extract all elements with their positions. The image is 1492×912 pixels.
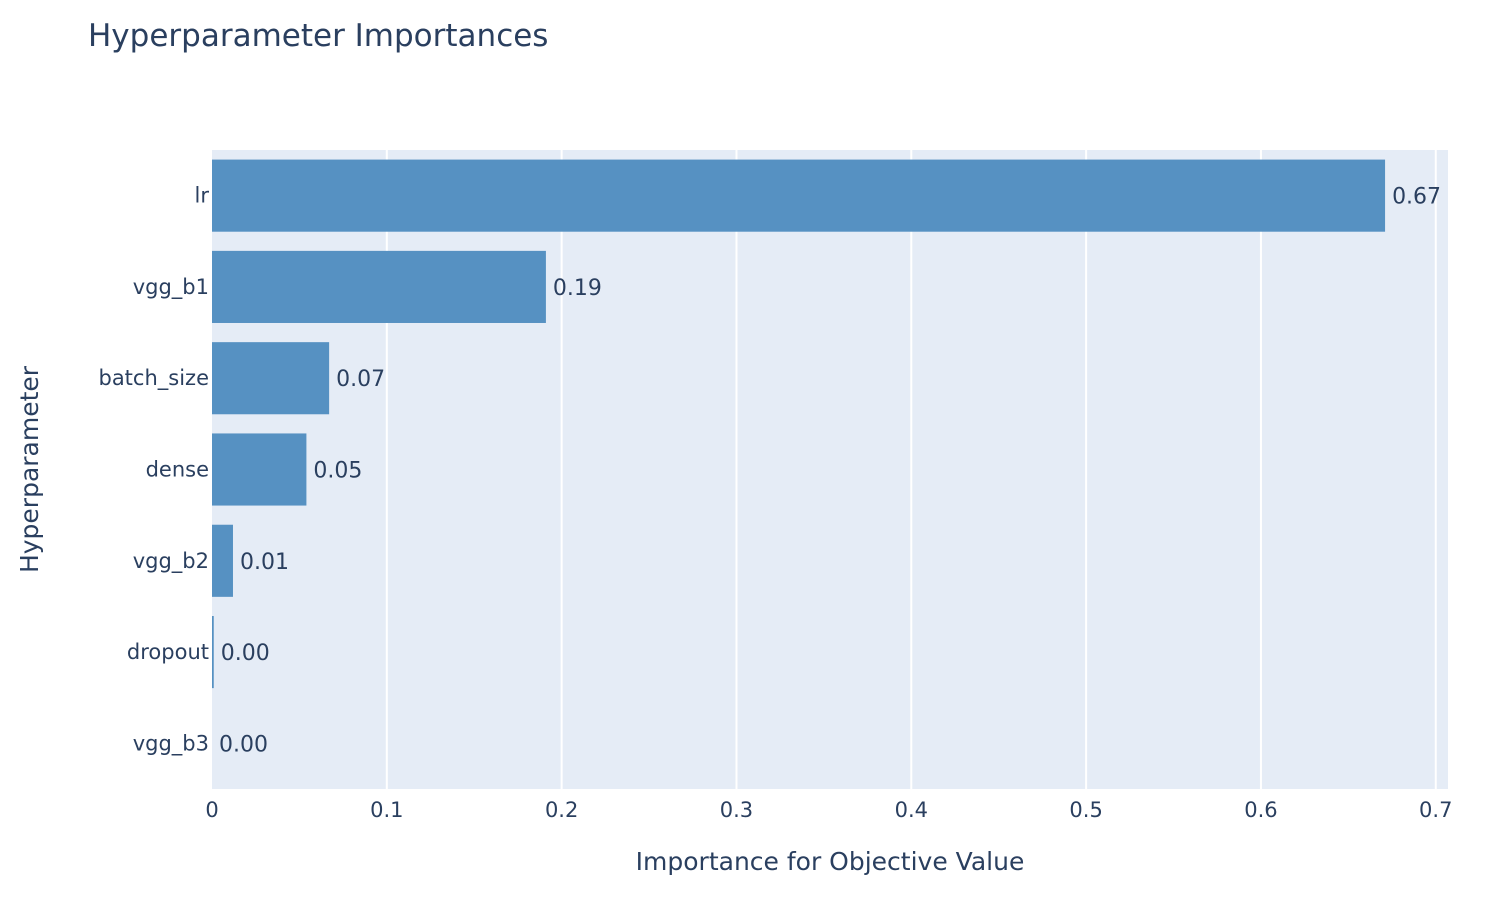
bars: [212, 159, 1386, 689]
x-axis-title: Importance for Objective Value: [636, 847, 1025, 876]
data-label: 0.01: [240, 550, 289, 575]
data-label: 0.00: [219, 732, 268, 757]
x-tick-label: 0.3: [720, 798, 753, 822]
bar: [212, 250, 546, 323]
bar: [212, 159, 1386, 232]
chart-title: Hyperparameter Importances: [88, 18, 549, 54]
x-tick-label: 0: [205, 798, 218, 822]
y-tick-label: dense: [146, 458, 209, 482]
y-tick-label: vgg_b3: [133, 731, 209, 756]
x-tick-label: 0.1: [370, 798, 403, 822]
data-label: 0.07: [336, 367, 385, 392]
data-label: 0.67: [1392, 185, 1441, 210]
bar: [212, 616, 214, 689]
x-tick-label: 0.6: [1244, 798, 1277, 822]
y-tick-label: dropout: [127, 640, 209, 664]
bar: [212, 433, 307, 506]
y-tick-label: vgg_b1: [133, 275, 209, 300]
y-tick-label: vgg_b2: [133, 549, 209, 574]
bar: [212, 524, 233, 597]
y-axis-title: Hyperparameter: [15, 365, 44, 573]
data-labels: 0.67 0.19 0.07 0.05 0.01 0.00 0.00: [219, 185, 1441, 758]
x-tick-label: 0.5: [1069, 798, 1102, 822]
plot-area: [212, 150, 1448, 789]
y-tick-label: batch_size: [98, 366, 209, 391]
x-tick-label: 0.4: [895, 798, 928, 822]
data-label: 0.19: [553, 276, 602, 301]
data-label: 0.05: [313, 459, 362, 484]
y-tick-label: lr: [195, 184, 210, 208]
data-label: 0.00: [221, 641, 270, 666]
x-tick-label: 0.7: [1419, 798, 1452, 822]
x-tick-label: 0.2: [545, 798, 578, 822]
bar: [212, 342, 330, 415]
x-tick-labels: 0 0.1 0.2 0.3 0.4 0.5 0.6 0.7: [205, 798, 1452, 822]
